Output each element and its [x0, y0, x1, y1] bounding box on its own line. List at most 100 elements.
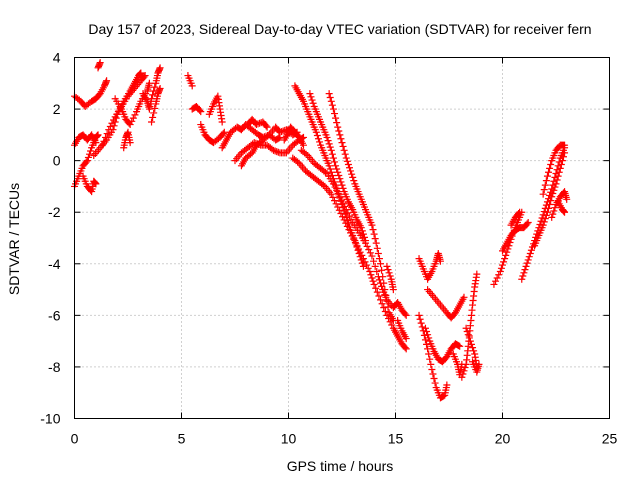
data-point-track-y [332, 200, 340, 208]
data-point-track-ag [461, 364, 469, 372]
data-point-track-w [348, 170, 356, 178]
data-point-track-w [335, 127, 343, 135]
data-point-track-q [271, 147, 279, 155]
data-point-track-ae [421, 324, 429, 332]
data-point-track-v [338, 181, 346, 189]
data-point-track-aj [497, 264, 505, 272]
data-point-track-h [128, 117, 136, 125]
data-point-track-h [126, 121, 134, 129]
data-point-track-y [377, 296, 385, 304]
x-tick-label: 15 [388, 431, 404, 447]
data-point-track-y [367, 271, 375, 279]
data-point-track-y [361, 258, 369, 266]
data-point-track-z [385, 269, 393, 277]
data-point-track-ag [460, 367, 468, 375]
data-point-track-ac [418, 323, 426, 331]
data-point-track-v [324, 137, 332, 145]
data-point-track-k [148, 118, 156, 126]
data-point-track-x [347, 215, 355, 223]
data-point-track-an [542, 211, 550, 219]
data-point-track-v [334, 168, 342, 176]
data-point-track-x [341, 202, 349, 210]
data-point-track-y [348, 232, 356, 240]
data-point-track-w [339, 142, 347, 150]
y-tick-label: -4 [48, 256, 61, 272]
data-point-track-o [218, 118, 226, 126]
data-point-track-r [276, 128, 284, 136]
data-point-track-a [94, 131, 102, 139]
data-point-track-y [347, 229, 355, 237]
data-point-track-aj [495, 271, 503, 279]
data-point-track-am [523, 259, 531, 267]
data-point-track-r [264, 132, 272, 140]
data-point-track-q [274, 148, 282, 156]
data-point-track-x [402, 311, 410, 319]
data-point-track-am [527, 246, 535, 254]
data-point-track-w [368, 221, 376, 229]
data-point-track-s [262, 122, 270, 130]
data-point-track-aj [496, 268, 504, 276]
data-point-track-ah [465, 334, 473, 342]
data-point-track-x [378, 282, 386, 290]
data-point-track-ac [415, 311, 423, 319]
data-point-track-u [359, 262, 367, 270]
data-point-track-u [325, 162, 333, 170]
data-point-track-y [380, 304, 388, 312]
data-point-track-y [401, 344, 409, 352]
data-point-track-w [341, 150, 349, 158]
data-point-track-an [559, 153, 567, 161]
data-point-track-v [328, 150, 336, 158]
data-point-track-y [358, 251, 366, 259]
data-point-track-aj [501, 255, 509, 263]
data-point-track-an [547, 197, 555, 205]
data-point-track-x [344, 209, 352, 217]
data-point-track-x [401, 310, 409, 318]
data-point-track-n [219, 130, 227, 138]
data-point-track-v [327, 146, 335, 154]
data-point-track-ac [417, 319, 425, 327]
data-point-track-aj [502, 251, 510, 259]
data-point-track-h [129, 114, 137, 122]
data-point-track-h [145, 79, 153, 87]
data-point-track-x [321, 168, 329, 176]
data-point-track-ah [467, 340, 475, 348]
data-point-track-ap [563, 195, 571, 203]
data-point-track-q [273, 148, 281, 156]
data-point-track-s [254, 120, 262, 128]
data-point-track-a [87, 147, 95, 155]
data-point-track-aj [500, 258, 508, 266]
data-point-track-d [92, 180, 100, 188]
data-point-track-b [92, 139, 100, 147]
data-point-track-x [362, 239, 370, 247]
data-point-track-w [344, 161, 352, 169]
data-point-track-r [278, 128, 286, 136]
data-point-track-y [334, 203, 342, 211]
data-point-track-u [312, 128, 320, 136]
y-tick-label: 2 [53, 101, 61, 117]
data-point-track-g [100, 137, 108, 145]
data-point-track-ag [459, 370, 467, 378]
data-point-track-x [342, 206, 350, 214]
data-markers [71, 59, 571, 402]
data-point-track-w [340, 146, 348, 154]
data-point-track-a [84, 153, 92, 161]
data-point-track-ak [524, 219, 532, 227]
data-point-track-k [150, 109, 158, 117]
data-point-track-g [105, 126, 113, 134]
x-tick-label: 20 [495, 431, 511, 447]
plot-frame [74, 57, 610, 419]
data-point-track-w [334, 123, 342, 131]
data-point-track-w [370, 230, 378, 238]
data-point-track-v [335, 171, 343, 179]
data-point-track-u [314, 135, 322, 143]
data-point-track-x [366, 249, 374, 257]
data-point-track-y [383, 311, 391, 319]
data-point-track-ae [424, 331, 432, 339]
data-point-track-y [355, 245, 363, 253]
data-point-track-w [338, 139, 346, 147]
data-point-track-v [329, 154, 337, 162]
data-point-track-an [561, 149, 569, 157]
x-tick-label: 10 [281, 431, 297, 447]
data-point-track-x [333, 186, 341, 194]
data-point-track-k [156, 84, 164, 92]
